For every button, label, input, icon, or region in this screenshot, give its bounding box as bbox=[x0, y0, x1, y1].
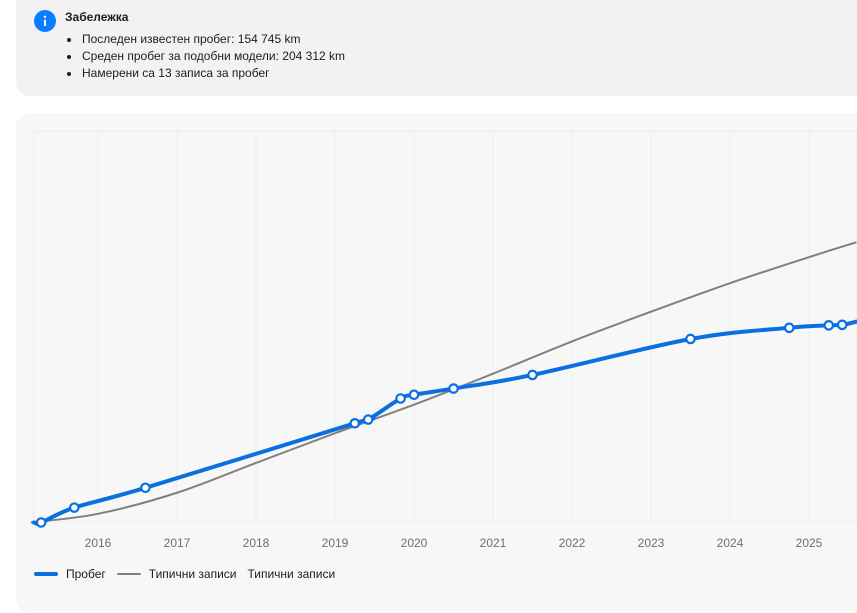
legend-item-typical-2[interactable]: Типични записи bbox=[247, 567, 335, 581]
mileage-point-10[interactable] bbox=[783, 322, 795, 334]
legend-item-typical[interactable]: Типични записи bbox=[116, 567, 237, 581]
x-tick-label-2018: 2018 bbox=[243, 536, 270, 550]
chart-legend: Пробег Типични записи Типични записи bbox=[34, 566, 346, 582]
mileage-point-0[interactable] bbox=[35, 517, 47, 528]
mileage-point-9[interactable] bbox=[685, 333, 696, 345]
x-tick-label-2021: 2021 bbox=[480, 536, 507, 550]
x-tick-label-2017: 2017 bbox=[164, 536, 191, 550]
x-tick-label-2020: 2020 bbox=[401, 536, 428, 550]
note-title: Забележка bbox=[65, 10, 129, 24]
mileage-point-12[interactable] bbox=[836, 319, 848, 331]
mileage-point-4[interactable] bbox=[362, 414, 374, 425]
mileage-point-11[interactable] bbox=[823, 320, 835, 331]
x-tick-label-2024: 2024 bbox=[717, 536, 744, 550]
plot-area bbox=[33, 130, 857, 523]
x-tick-label-2022: 2022 bbox=[559, 536, 586, 550]
mileage-point-7[interactable] bbox=[448, 383, 459, 394]
mileage-point-5[interactable] bbox=[395, 393, 406, 404]
mileage-point-1[interactable] bbox=[69, 502, 80, 513]
note-item-last-mileage: Последен известен пробег: 154 745 km bbox=[66, 31, 345, 48]
legend-swatch-typical bbox=[116, 573, 141, 575]
legend-label-mileage: Пробег bbox=[66, 567, 106, 581]
legend-label-typical: Типични записи bbox=[148, 567, 237, 581]
mileage-point-6[interactable] bbox=[408, 389, 420, 401]
mileage-point-2[interactable] bbox=[140, 482, 151, 494]
x-tick-label-2025: 2025 bbox=[796, 536, 823, 550]
x-tick-label-2019: 2019 bbox=[322, 536, 349, 550]
mileage-point-3[interactable] bbox=[349, 417, 361, 429]
legend-swatch-mileage bbox=[34, 572, 58, 576]
legend-label-typical-2: Типични записи bbox=[247, 567, 336, 581]
note-item-records-count: Намерени са 13 записа за пробег bbox=[66, 65, 345, 82]
legend-item-mileage[interactable]: Пробег bbox=[34, 567, 106, 581]
mileage-chart: 2016 2017 2018 2019 2020 2021 2022 2023 2024 2025 bbox=[30, 130, 857, 550]
note-list: Последен известен пробег: 154 745 km Сре… bbox=[66, 31, 346, 82]
x-tick-label-2023: 2023 bbox=[638, 536, 665, 550]
note-panel bbox=[16, 0, 857, 96]
mileage-point-8[interactable] bbox=[527, 369, 538, 381]
x-tick-label-2016: 2016 bbox=[85, 536, 112, 550]
info-icon bbox=[34, 10, 56, 32]
note-item-average-mileage: Среден пробег за подобни модели: 204 312… bbox=[66, 49, 346, 63]
